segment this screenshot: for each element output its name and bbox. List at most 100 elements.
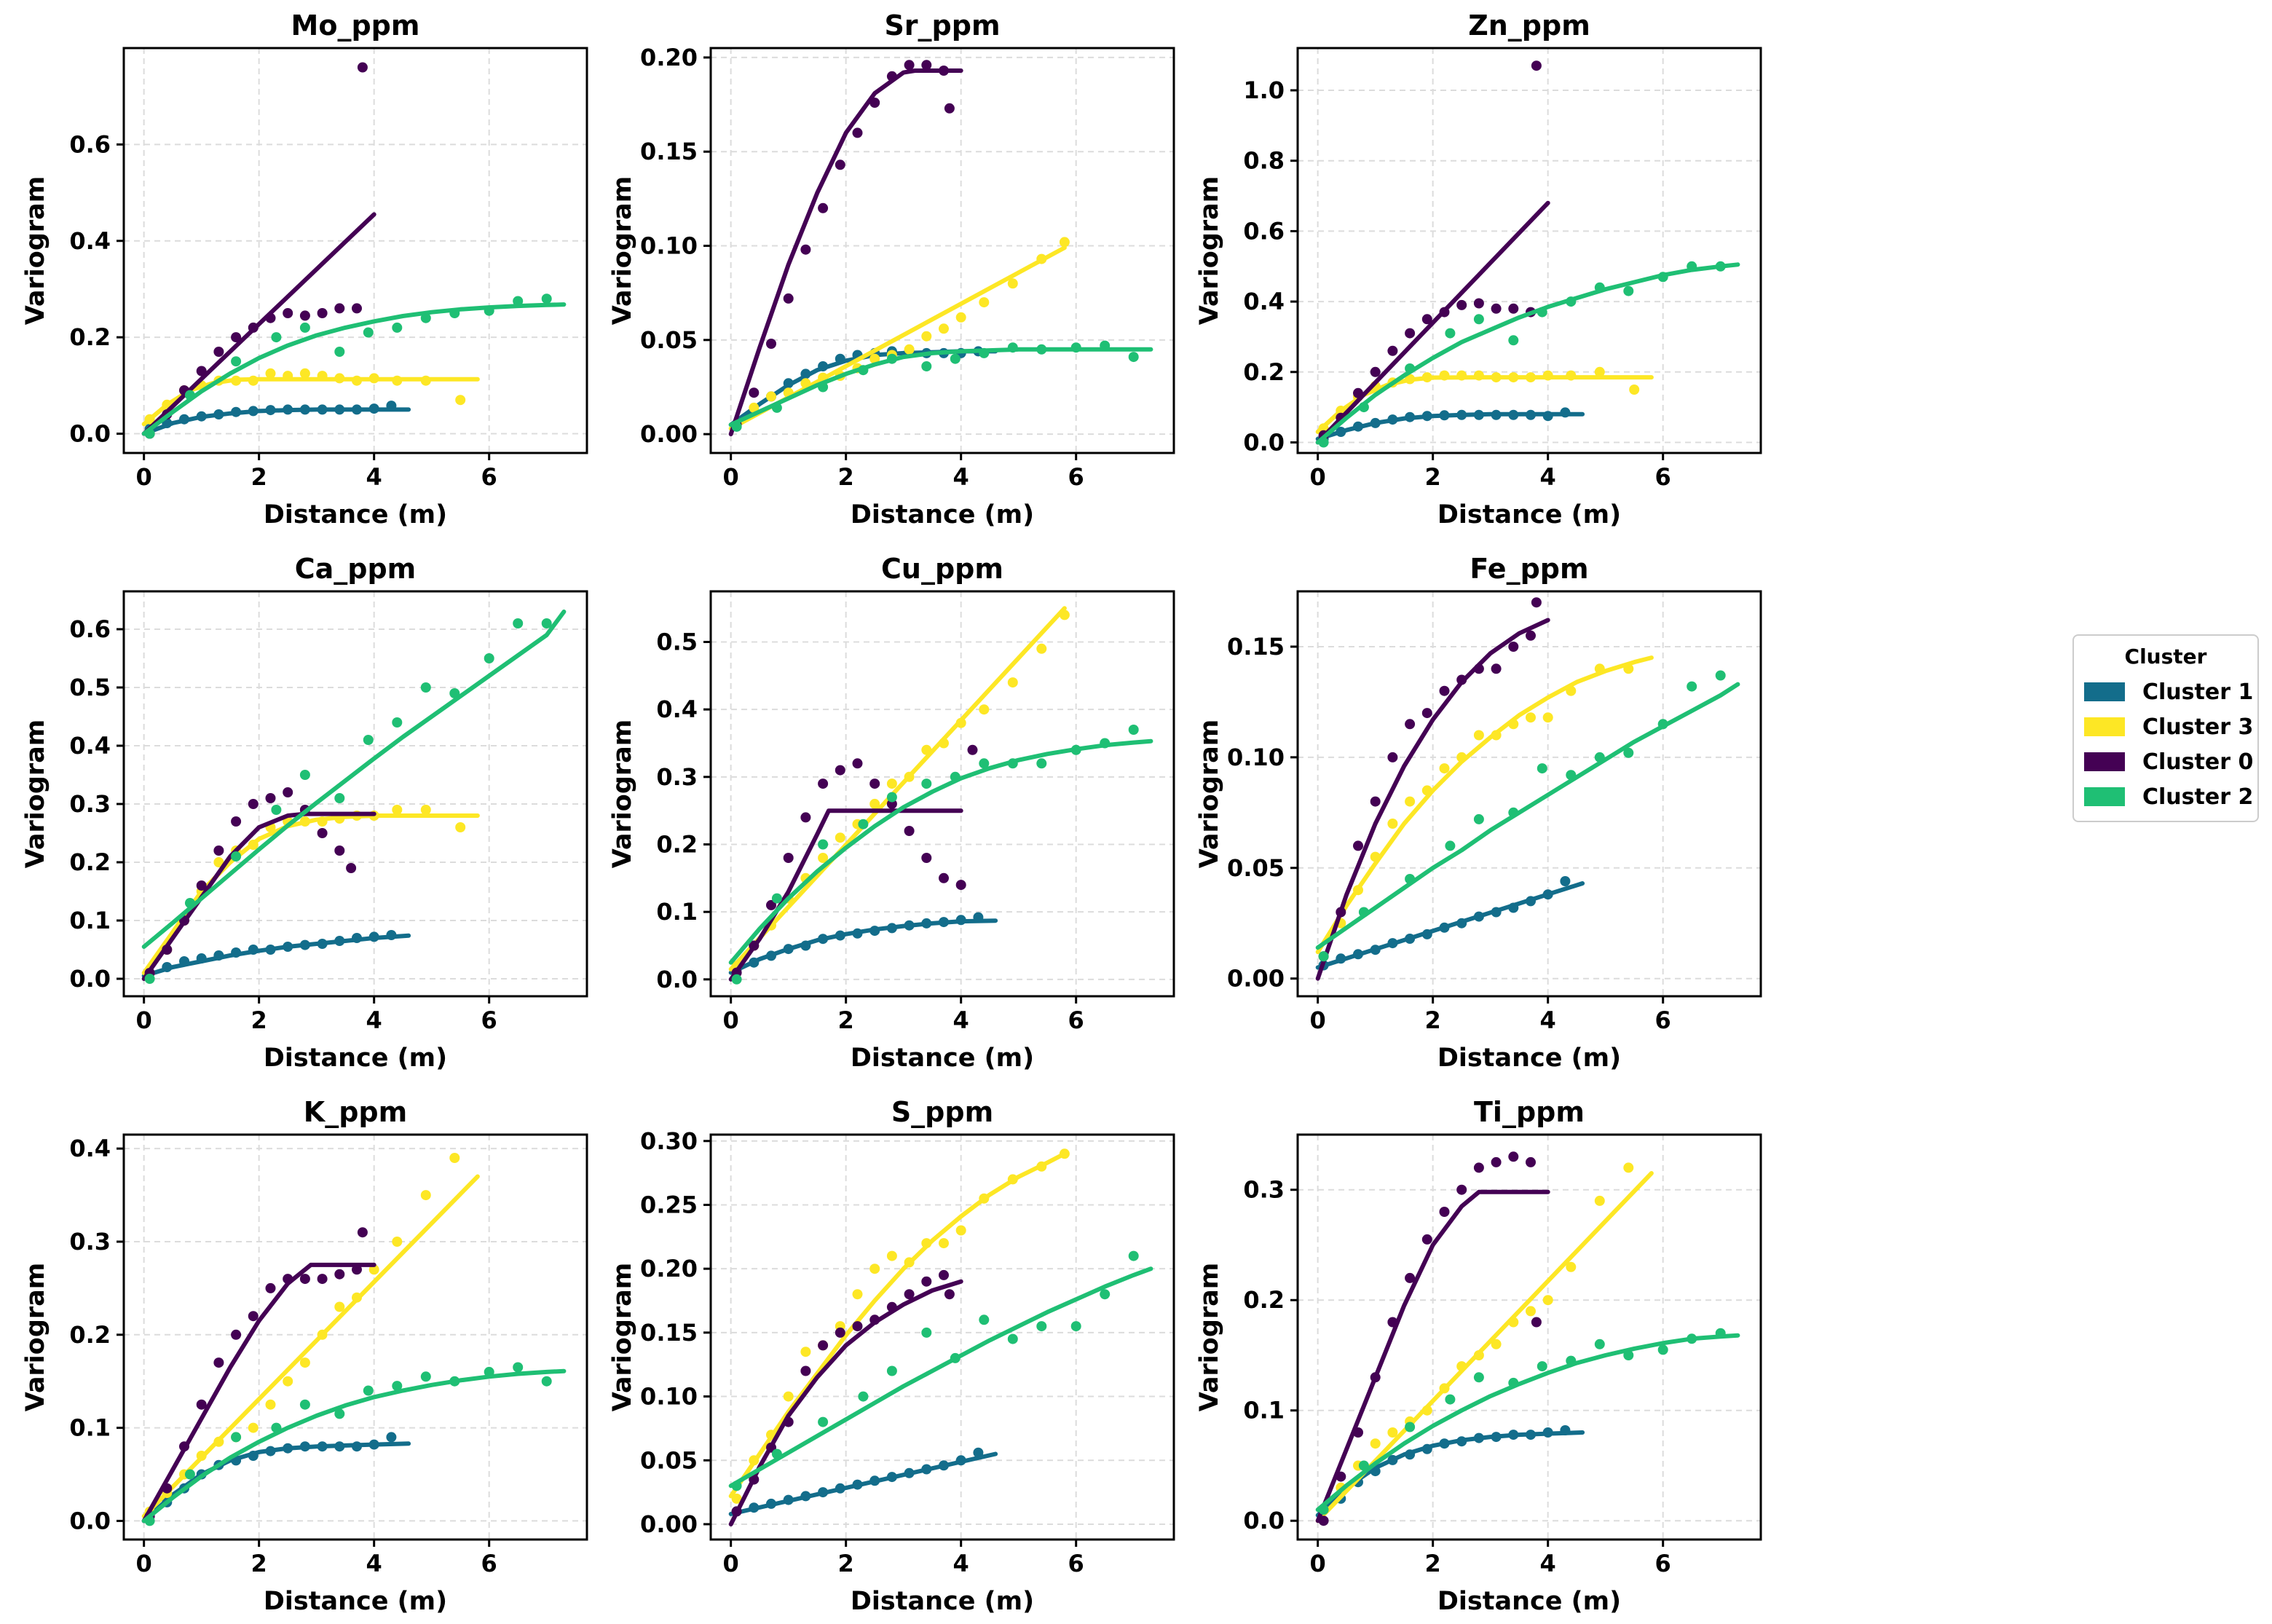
plot-area xyxy=(728,1148,1153,1526)
subplot-title: Cu_ppm xyxy=(881,553,1003,585)
data-point xyxy=(858,1391,869,1402)
data-point xyxy=(392,717,403,728)
data-point xyxy=(1100,1289,1111,1300)
y-tick-label: 0.05 xyxy=(640,1446,698,1474)
y-axis-label: Variogram xyxy=(608,176,637,326)
data-point xyxy=(1070,342,1081,353)
data-point xyxy=(904,771,915,782)
data-point xyxy=(1358,1460,1369,1471)
y-tick-label: 0.2 xyxy=(69,848,111,876)
y-axis-label: Variogram xyxy=(1195,1263,1224,1412)
data-point xyxy=(1036,1321,1047,1332)
legend-swatch xyxy=(2084,787,2125,806)
data-point xyxy=(1491,1339,1502,1349)
data-point xyxy=(213,409,224,419)
data-point xyxy=(231,816,242,827)
y-tick-label: 0.1 xyxy=(656,898,698,926)
data-point xyxy=(1036,643,1047,654)
legend-swatch xyxy=(2084,682,2125,701)
data-point xyxy=(231,1329,242,1340)
data-point xyxy=(1318,437,1329,448)
data-point xyxy=(1456,1184,1467,1195)
data-point xyxy=(334,303,345,314)
x-tick-label: 4 xyxy=(953,1550,969,1577)
data-point xyxy=(352,1292,362,1303)
data-point xyxy=(541,618,552,628)
data-point xyxy=(1007,1333,1018,1344)
data-point xyxy=(1059,610,1070,620)
legend: Cluster Cluster 1 Cluster 3 Cluster 0 Cl… xyxy=(2072,634,2259,822)
y-tick-label: 0.0 xyxy=(656,966,698,993)
data-point xyxy=(1370,945,1381,955)
data-point xyxy=(818,853,829,863)
data-point xyxy=(1059,237,1070,248)
data-point xyxy=(541,1376,552,1387)
data-point xyxy=(1353,949,1363,960)
x-tick-label: 2 xyxy=(838,463,854,491)
data-point xyxy=(939,323,949,334)
y-tick-label: 0.10 xyxy=(640,1383,698,1411)
x-axis-label: Distance (m) xyxy=(264,500,447,529)
data-point xyxy=(1421,929,1432,939)
data-point xyxy=(196,880,207,891)
subplot-Cu_ppm: 0 2 4 6 0.0 0.1 0.2 0.3 0.4 0.5 Cu_ppm Distance (m)… xyxy=(608,553,1175,1073)
y-tick-label: 0.0 xyxy=(1243,428,1285,456)
data-point xyxy=(1387,1454,1398,1465)
data-point xyxy=(317,404,328,415)
data-point xyxy=(1421,708,1432,719)
data-point xyxy=(1491,730,1502,741)
data-point xyxy=(818,1340,829,1351)
data-point xyxy=(392,322,403,333)
data-point xyxy=(283,787,293,797)
data-point xyxy=(1421,1405,1432,1416)
model-line-cluster-2 xyxy=(1315,262,1740,445)
data-point xyxy=(271,332,282,343)
data-point xyxy=(950,1352,961,1363)
data-point xyxy=(1445,1394,1456,1405)
data-point xyxy=(749,1502,760,1513)
data-point xyxy=(1473,314,1484,325)
y-tick-label: 0.00 xyxy=(1227,965,1285,993)
y-tick-label: 0.4 xyxy=(69,227,111,255)
subplot-Sr_ppm: 0 2 4 6 0.00 0.05 0.10 0.15 0.20 Sr_ppm Distance (… xyxy=(608,9,1175,529)
data-point xyxy=(921,1238,932,1249)
data-point xyxy=(213,845,224,856)
data-point xyxy=(265,945,276,955)
data-point xyxy=(939,1269,949,1280)
model-line-cluster-0 xyxy=(1315,1189,1550,1524)
x-tick-label: 4 xyxy=(1540,463,1556,491)
y-axis-label: Variogram xyxy=(608,1263,637,1412)
model-line-cluster-1 xyxy=(141,933,411,978)
data-point xyxy=(1007,758,1018,769)
y-tick-label: 0.00 xyxy=(640,1510,698,1538)
data-point xyxy=(392,375,403,386)
data-point xyxy=(939,872,949,883)
data-point xyxy=(852,1289,863,1300)
data-point xyxy=(363,1385,374,1396)
data-point xyxy=(363,735,374,745)
data-point xyxy=(1560,876,1571,886)
data-point xyxy=(317,828,328,838)
data-point xyxy=(1542,370,1553,381)
model-line-cluster-1 xyxy=(141,1441,411,1524)
subplot-title: Sr_ppm xyxy=(884,9,1000,42)
data-point xyxy=(1508,372,1519,383)
data-point xyxy=(1128,725,1139,735)
data-point xyxy=(368,931,379,942)
legend-entry: Cluster 3 xyxy=(2074,709,2257,744)
data-point xyxy=(352,1441,362,1452)
data-point xyxy=(420,312,431,323)
data-point xyxy=(1100,738,1111,749)
y-tick-label: 0.2 xyxy=(69,1321,111,1349)
data-point xyxy=(1657,272,1668,283)
data-point xyxy=(213,347,224,357)
data-point xyxy=(299,404,310,415)
model-line-cluster-2 xyxy=(141,1368,567,1524)
plot-area xyxy=(1315,60,1740,448)
data-point xyxy=(749,1474,760,1485)
x-tick-label: 0 xyxy=(136,1550,152,1577)
model-line-cluster-2 xyxy=(728,1266,1153,1489)
data-point xyxy=(299,1441,310,1452)
data-point xyxy=(334,793,345,803)
data-point xyxy=(1036,1161,1047,1172)
